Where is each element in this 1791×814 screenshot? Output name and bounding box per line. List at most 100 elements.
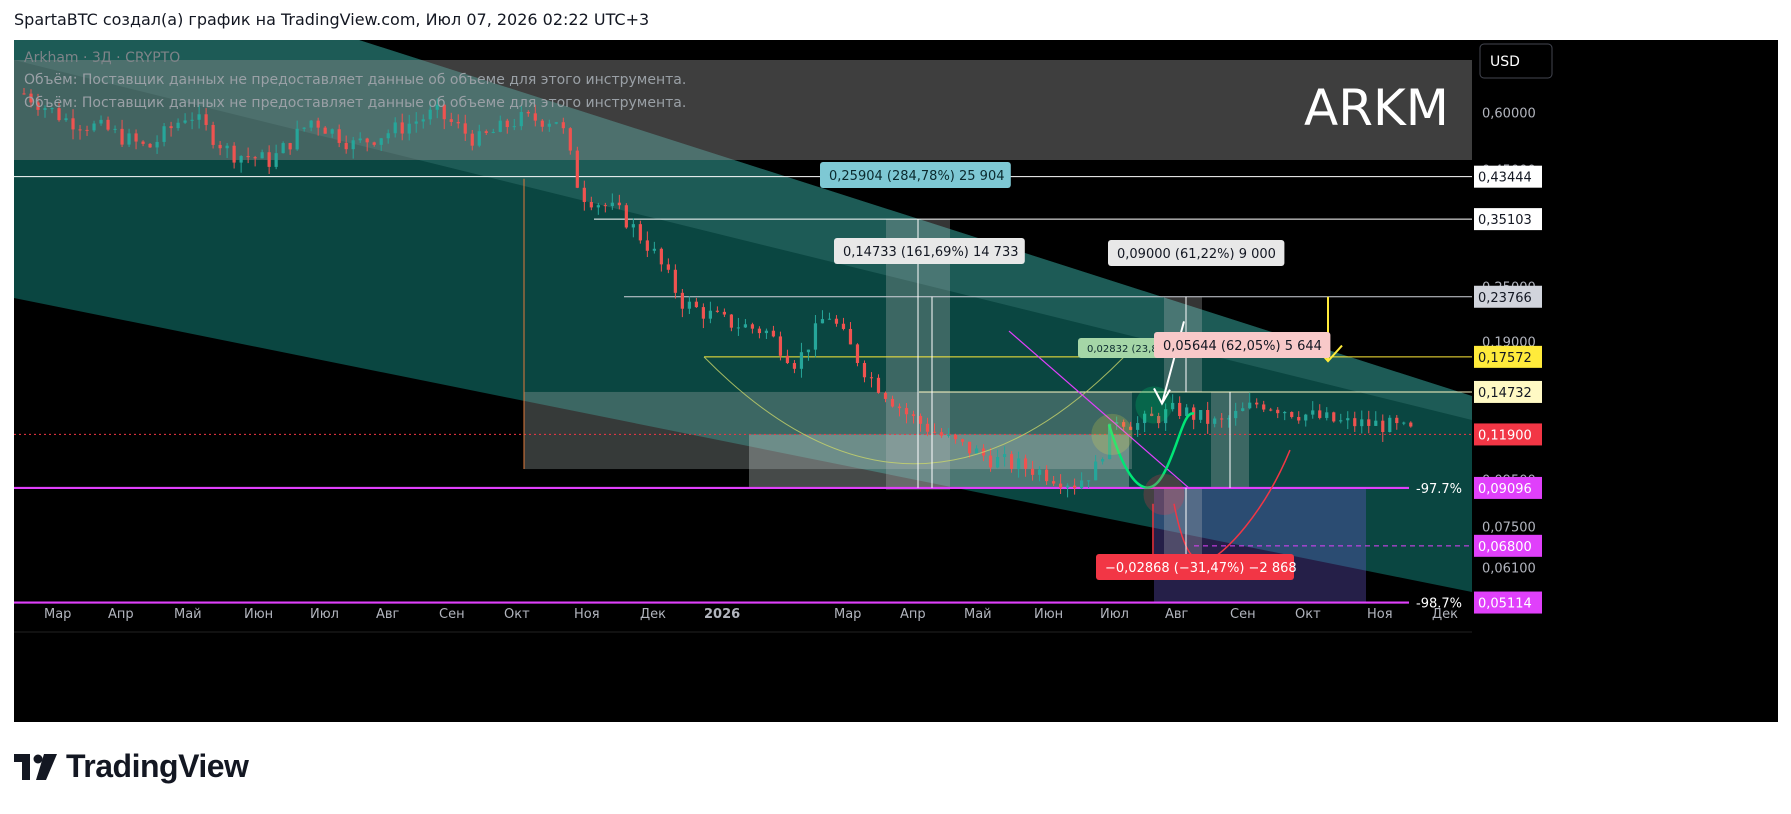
candle-52 [386, 129, 390, 144]
candle-body [1108, 423, 1112, 460]
candle-55 [407, 114, 411, 141]
candle-body [512, 126, 516, 128]
breakout-circle [1091, 413, 1133, 456]
candle-body [435, 104, 439, 110]
candle-body [946, 434, 951, 436]
candle-171 [1220, 413, 1224, 428]
candle-body [855, 344, 860, 364]
candle-110 [792, 360, 797, 374]
x-tick-label-10: 2026 [704, 607, 740, 622]
candle-72 [526, 110, 530, 117]
candle-body [1374, 420, 1378, 426]
candle-117 [841, 317, 846, 331]
candle-body [351, 140, 355, 150]
candle-body [1339, 420, 1343, 422]
candle-143 [1023, 454, 1028, 477]
candle-139 [995, 449, 1000, 469]
candle-39 [295, 120, 299, 151]
candle-197 [1402, 421, 1406, 426]
legend-symbol: Arkham · 3Д · CRYPTO [24, 50, 180, 66]
candle-73 [533, 104, 537, 127]
candle-130 [932, 423, 937, 434]
candle-body [190, 119, 194, 121]
candle-168 [1199, 409, 1203, 424]
candle-176 [1255, 398, 1259, 409]
candle-4 [50, 107, 54, 114]
candle-body [925, 423, 930, 432]
candle-body [638, 224, 642, 241]
candle-141 [1009, 451, 1014, 473]
candle-body [1115, 422, 1119, 424]
candle-body [253, 157, 257, 159]
candle-24 [190, 112, 194, 130]
candle-body [330, 129, 334, 134]
candle-body [911, 414, 916, 416]
candle-75 [547, 119, 551, 132]
measure-label-5: −0,02868 (−31,47%) −2 868 [1096, 554, 1297, 580]
candle-body [533, 113, 537, 121]
candle-body [400, 122, 404, 134]
candle-body [1178, 402, 1182, 416]
candle-106 [764, 328, 769, 340]
legend-volume-1: Объём: Поставщик данных не предоставляет… [24, 72, 686, 88]
candle-body [904, 408, 909, 415]
candle-8 [78, 125, 82, 140]
candle-103 [743, 318, 748, 328]
measure-label-4: 0,05644 (62,05%) 5 644 [1154, 332, 1331, 358]
candle-30 [232, 142, 236, 169]
candle-6 [64, 113, 68, 122]
candle-77 [561, 117, 565, 134]
candle-47 [351, 136, 355, 159]
candle-body [841, 323, 846, 329]
candle-153 [1094, 455, 1098, 481]
candle-149 [1065, 483, 1070, 498]
tradingview-brand[interactable]: TradingView [14, 748, 249, 785]
candle-body [1058, 483, 1063, 488]
price-chart[interactable]: 0,600000,450000,250000,190000,095000,075… [14, 40, 1778, 722]
candle-41 [309, 119, 313, 132]
candle-body [582, 187, 586, 203]
candle-125 [897, 403, 902, 417]
candle-body [1044, 469, 1049, 482]
descending-channel [14, 40, 1472, 592]
candle-109 [785, 349, 790, 365]
measure-badge [834, 238, 1025, 264]
candle-116 [834, 315, 839, 327]
candle-body [1332, 412, 1336, 422]
tradingview-wordmark: TradingView [66, 748, 249, 784]
x-tick-label-11: Мар [834, 607, 861, 622]
candle-body [323, 127, 327, 134]
measure-label-2: 0,09000 (61,22%) 9 000 [1108, 240, 1285, 266]
candle-123 [883, 391, 888, 403]
candle-154 [1101, 457, 1105, 465]
x-tick-label-18: Окт [1295, 607, 1321, 622]
candle-body [1199, 410, 1203, 420]
candle-16 [134, 129, 138, 150]
candle-body [379, 138, 383, 145]
candle-136 [974, 445, 979, 454]
candle-19 [155, 135, 159, 154]
candle-body [78, 129, 82, 131]
candle-body [393, 122, 397, 134]
candle-2 [36, 93, 40, 116]
candle-95 [687, 296, 691, 315]
chart-area[interactable]: 0,600000,450000,250000,190000,095000,075… [14, 40, 1780, 722]
candle-145 [1037, 466, 1042, 482]
candle-body [1304, 414, 1308, 421]
candle-83 [603, 202, 607, 213]
candle-126 [904, 403, 909, 424]
candle-173 [1234, 402, 1238, 426]
candle-178 [1269, 407, 1273, 412]
candle-body [1037, 469, 1042, 475]
candle-body [1101, 459, 1105, 462]
candle-body [883, 392, 888, 399]
candle-body [967, 441, 972, 454]
candle-body [484, 131, 488, 133]
x-tick-label-19: Ноя [1367, 607, 1393, 622]
candle-114 [820, 310, 825, 324]
candle-body [554, 122, 558, 124]
breakdown-circle [1143, 474, 1185, 516]
level-percent-tag-6: -97.7% [1416, 482, 1462, 497]
currency-button-bg [1479, 43, 1553, 79]
candle-66 [484, 129, 488, 135]
